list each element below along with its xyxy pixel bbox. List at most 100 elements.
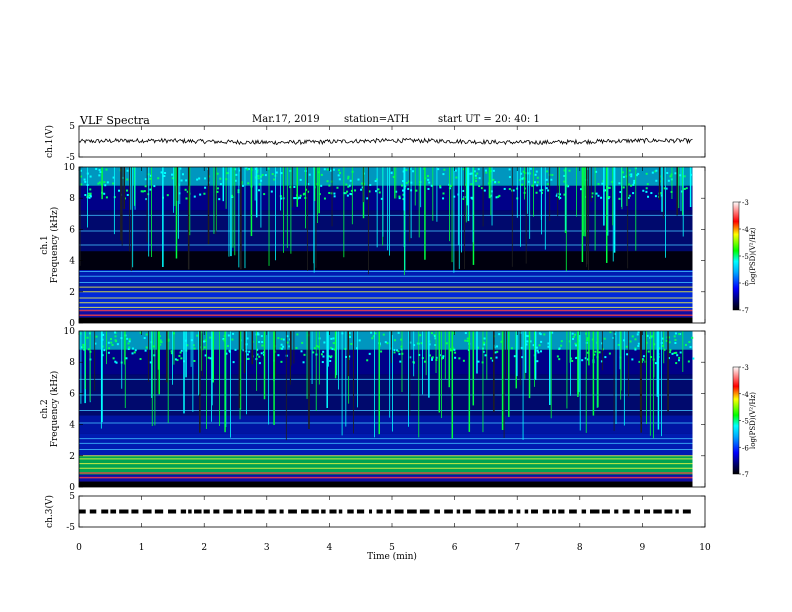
spectrogram-speckle bbox=[128, 338, 131, 341]
x-tick-label: 10 bbox=[699, 543, 711, 553]
spectrogram-speckle bbox=[560, 344, 563, 347]
spectrogram-speckle bbox=[674, 172, 677, 175]
spectrogram-speckle bbox=[348, 184, 351, 187]
ch3-waveform-segment bbox=[376, 509, 383, 514]
spectrogram-speckle bbox=[186, 344, 189, 347]
spectrogram-speckle bbox=[170, 352, 173, 355]
spectrogram-speckle bbox=[531, 184, 534, 187]
spectrogram-speckle bbox=[547, 189, 550, 192]
spectrogram-speckle bbox=[193, 195, 196, 198]
spectrogram-speckle bbox=[299, 178, 302, 181]
spectrogram-speckle bbox=[256, 332, 259, 335]
spectrogram-band bbox=[79, 433, 693, 456]
spectrogram-speckle bbox=[454, 169, 457, 172]
spectrogram-speckle bbox=[103, 181, 106, 184]
spectrogram-speckle bbox=[558, 347, 561, 350]
spectrogram-speckle bbox=[125, 357, 128, 360]
y-tick-label: 5 bbox=[69, 492, 75, 502]
spectrogram-speckle bbox=[103, 349, 106, 352]
spectrogram-speckle bbox=[675, 362, 678, 365]
spectrogram-speckle bbox=[508, 168, 511, 171]
spectrogram-speckle bbox=[225, 352, 228, 355]
spectrogram-speckle bbox=[216, 190, 219, 193]
spectrogram-speckle bbox=[689, 346, 692, 349]
ch3-waveform-segment bbox=[188, 509, 192, 514]
spectrogram-speckle bbox=[190, 339, 193, 342]
spectrogram-speckle bbox=[327, 355, 330, 358]
spectrogram-speckle bbox=[84, 194, 87, 197]
spectrogram-speckle bbox=[357, 178, 360, 181]
spectrogram-speckle bbox=[647, 350, 650, 353]
spectrogram-speckle bbox=[105, 168, 108, 171]
spectrogram-speckle bbox=[595, 192, 598, 195]
spectrogram-speckle bbox=[275, 171, 278, 174]
spectrogram-speckle bbox=[164, 172, 167, 175]
spectrogram-speckle bbox=[535, 191, 538, 194]
x-tick-label: 1 bbox=[139, 543, 145, 553]
ch3-waveform-segment bbox=[675, 509, 679, 514]
spectrogram-speckle bbox=[412, 170, 415, 173]
spectrogram-speckle bbox=[84, 180, 87, 183]
spectrogram-speckle bbox=[296, 333, 299, 336]
spectrogram-speckle bbox=[630, 184, 633, 187]
spectrogram-speckle bbox=[567, 185, 570, 188]
ch3-waveform-segment bbox=[142, 509, 152, 514]
spectrogram-speckle bbox=[89, 194, 92, 197]
spectrogram-speckle bbox=[149, 361, 152, 364]
spectrogram-speckle bbox=[126, 169, 129, 172]
spectrogram-speckle bbox=[402, 180, 405, 183]
ch3-waveform-segment bbox=[119, 509, 129, 514]
spectrogram-speckle bbox=[636, 333, 639, 336]
spectrogram-speckle bbox=[98, 174, 101, 177]
spectrogram-speckle bbox=[661, 337, 664, 340]
spectrogram-speckle bbox=[105, 196, 108, 199]
spectrogram-speckle bbox=[398, 353, 401, 356]
spectrogram-speckle bbox=[83, 178, 86, 181]
spectrogram-speckle bbox=[450, 349, 453, 352]
spectrogram-speckle bbox=[621, 171, 624, 174]
spectrogram-speckle bbox=[534, 173, 537, 176]
spectrogram-speckle bbox=[498, 333, 501, 336]
spectrogram-speckle bbox=[669, 351, 672, 354]
spectrogram-speckle bbox=[179, 351, 182, 354]
spectrogram-speckle bbox=[477, 168, 480, 171]
spectrogram-speckle bbox=[258, 183, 261, 186]
spectrogram-speckle bbox=[464, 332, 467, 335]
x-tick-label: 3 bbox=[264, 543, 270, 553]
spectrogram-speckle bbox=[469, 172, 472, 175]
spectrogram-speckle bbox=[462, 189, 465, 192]
spectrogram-speckle bbox=[295, 347, 298, 350]
spectrogram-speckle bbox=[163, 175, 166, 178]
spectrogram-speckle bbox=[521, 356, 524, 359]
spectrogram-speckle bbox=[536, 184, 539, 187]
x-axis-label: Time (min) bbox=[367, 551, 417, 562]
spectrogram-speckle bbox=[536, 360, 539, 363]
spectrogram-speckle bbox=[520, 172, 523, 175]
spectrogram-speckle bbox=[634, 348, 637, 351]
spectrogram-speckle bbox=[430, 184, 433, 187]
ch3-waveform-segment bbox=[338, 509, 343, 514]
spectrogram-speckle bbox=[349, 179, 352, 182]
spectrogram-speckle bbox=[646, 183, 649, 186]
spectrogram-speckle bbox=[642, 355, 645, 358]
spectrogram-speckle bbox=[587, 358, 590, 361]
spectrogram-speckle bbox=[497, 181, 500, 184]
spectrogram-speckle bbox=[448, 187, 451, 190]
ch3-waveform-segment bbox=[131, 509, 139, 514]
spectrogram-speckle bbox=[79, 175, 82, 178]
spectrogram-speckle bbox=[685, 187, 688, 190]
spectrogram-speckle bbox=[601, 348, 604, 351]
spectrogram-speckle bbox=[475, 180, 478, 183]
spectrogram-speckle bbox=[618, 182, 621, 185]
spectrogram-speckle bbox=[667, 357, 670, 360]
ch3-waveform-segment bbox=[89, 509, 97, 514]
spectrogram-speckle bbox=[474, 174, 477, 177]
spectrogram-speckle bbox=[632, 183, 635, 186]
spectrogram-speckle bbox=[332, 342, 335, 345]
ch3-waveform-segment bbox=[634, 509, 641, 514]
spectrogram-speckle bbox=[619, 191, 622, 194]
spectrogram-speckle bbox=[360, 188, 363, 191]
spectrogram-speckle bbox=[445, 342, 448, 345]
spectrogram-speckle bbox=[545, 187, 548, 190]
